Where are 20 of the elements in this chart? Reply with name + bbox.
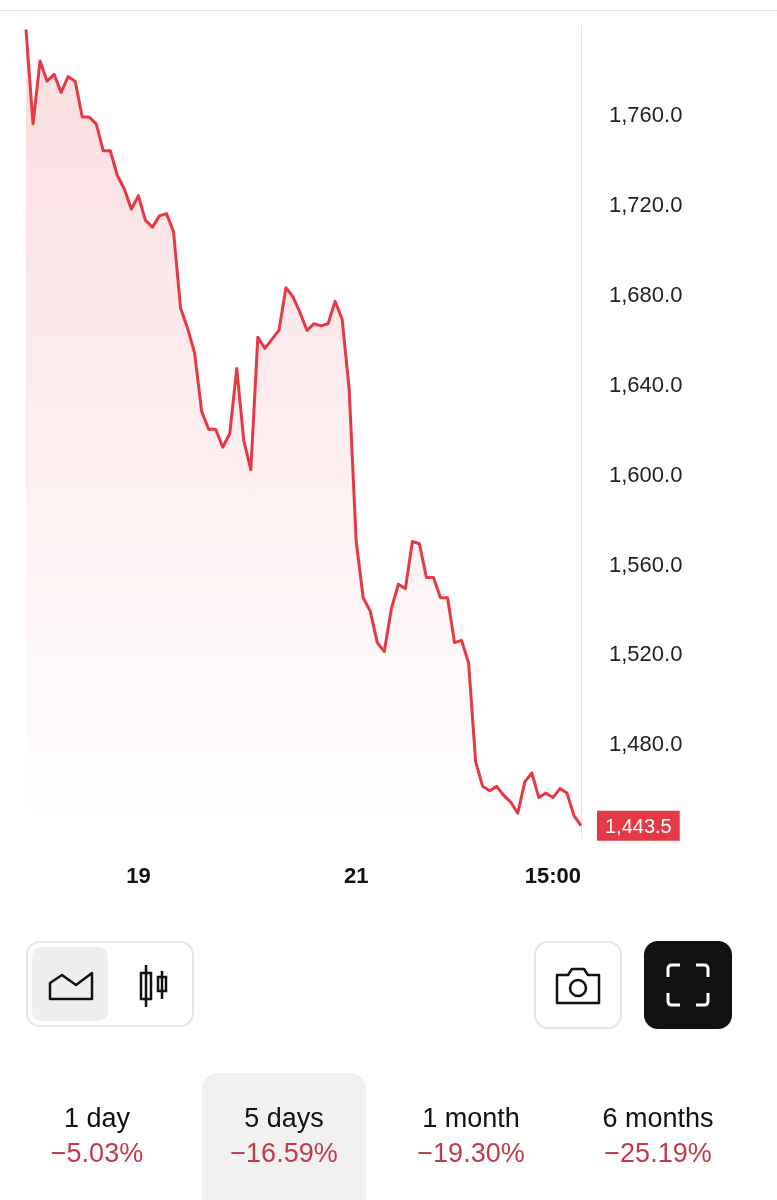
- y-tick-label: 1,480.0: [609, 731, 683, 757]
- text: 1 month: [421, 1103, 521, 1134]
- y-tick-label: 1,720.0: [609, 192, 683, 218]
- y-tick-label: 1,520.0: [609, 641, 683, 667]
- y-tick-label: 1,560.0: [609, 551, 683, 577]
- y-tick-label: 1,640.0: [609, 371, 683, 397]
- text: −16.59%: [229, 1138, 339, 1169]
- x-tick-label: 21: [343, 862, 369, 888]
- text: 6 months: [601, 1103, 715, 1134]
- text: −19.30%: [416, 1138, 526, 1169]
- data-label: 1,443.5: [605, 814, 672, 837]
- text: 1 day: [62, 1103, 132, 1134]
- x-tick-label: 15:00: [524, 862, 582, 888]
- y-tick-label: 1,600.0: [609, 461, 683, 487]
- text: −25.19%: [603, 1138, 713, 1169]
- y-tick-label: 1,680.0: [609, 282, 683, 307]
- text: 5 days: [243, 1103, 325, 1134]
- y-tick-label: 1,760.0: [609, 102, 683, 128]
- text: −5.03%: [49, 1138, 145, 1169]
- x-tick-label: 19: [126, 862, 151, 888]
